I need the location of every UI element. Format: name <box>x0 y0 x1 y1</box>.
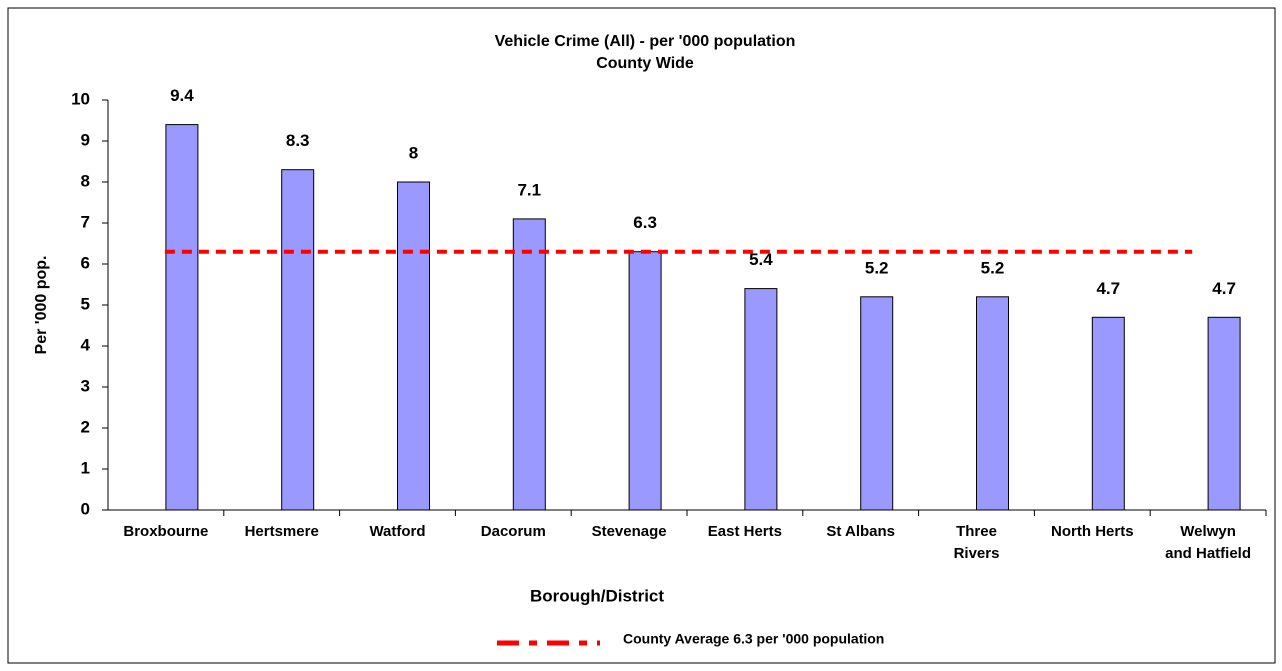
data-label: 8.3 <box>286 131 310 150</box>
y-tick-label: 2 <box>81 417 90 436</box>
chart-title: Vehicle Crime (All) - per '000 populatio… <box>495 33 796 50</box>
data-label: 5.4 <box>749 250 773 269</box>
data-label: 5.2 <box>981 258 1005 277</box>
bar <box>1091 316 1125 511</box>
y-tick-label: 9 <box>81 130 90 149</box>
x-tick-label: Welwyn and Hatfield <box>1165 523 1252 562</box>
bar <box>744 288 778 511</box>
bar <box>512 218 546 511</box>
bar <box>976 296 1009 511</box>
y-tick-label: 4 <box>81 335 91 354</box>
x-tick-label: St Albans <box>826 523 895 540</box>
y-tick-label: 1 <box>81 458 90 477</box>
chart-subtitle: County Wide <box>596 55 694 72</box>
data-label: 7.1 <box>517 180 541 199</box>
x-tick-label: East Herts <box>707 523 782 540</box>
y-tick-label: 7 <box>81 212 90 231</box>
bar <box>165 124 199 511</box>
data-label: 4.7 <box>1212 279 1236 298</box>
data-label: 8 <box>409 143 418 162</box>
x-tick-label: Stevenage <box>591 523 667 540</box>
bar <box>860 296 894 511</box>
bar <box>628 251 662 511</box>
y-tick-label: 0 <box>81 499 90 518</box>
data-label: 6.3 <box>633 213 657 232</box>
y-tick-label: 6 <box>81 253 90 272</box>
bar <box>1207 316 1241 511</box>
y-tick-label: 8 <box>81 171 90 190</box>
x-tick-label: Hertsmere <box>244 523 319 540</box>
data-label: 9.4 <box>170 86 194 105</box>
x-axis-title: Borough/District <box>530 586 664 605</box>
legend-label: County Average 6.3 per '000 population <box>623 631 884 647</box>
y-axis-title: Per '000 pop. <box>33 256 50 355</box>
y-tick-label: 10 <box>71 89 90 108</box>
data-label: 4.7 <box>1096 279 1120 298</box>
x-tick-label: North Herts <box>1051 523 1134 540</box>
data-label: 5.2 <box>865 258 889 277</box>
y-tick-label: 3 <box>81 376 90 395</box>
x-tick-label: Dacorum <box>480 523 546 540</box>
y-tick-label: 5 <box>81 294 90 313</box>
bar <box>397 181 430 511</box>
x-tick-label: Broxbourne <box>123 523 209 540</box>
bar <box>281 169 315 511</box>
x-tick-label: Three Rivers <box>953 523 1000 562</box>
x-tick-label: Watford <box>369 523 426 540</box>
